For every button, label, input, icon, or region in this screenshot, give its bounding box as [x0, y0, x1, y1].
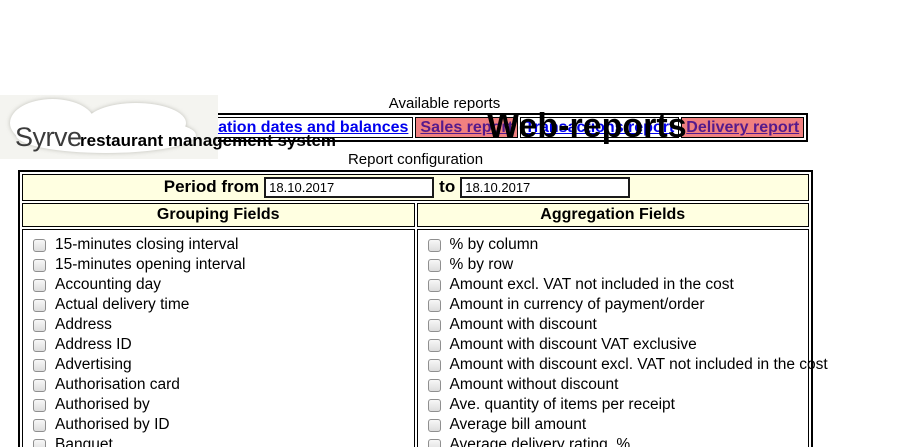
grouping-field-checkbox[interactable]	[33, 278, 46, 292]
aggregation-field-option[interactable]: Amount with discount VAT exclusive	[418, 335, 809, 355]
aggregation-field-label: % by row	[449, 256, 514, 274]
grouping-field-option[interactable]: Authorisation card	[23, 375, 414, 395]
grouping-field-option[interactable]: 15-minutes closing interval	[23, 235, 414, 255]
page-title: Web-reports	[487, 107, 687, 145]
aggregation-field-label: Amount with discount excl. VAT not inclu…	[449, 356, 828, 374]
period-from-label: Period from	[163, 177, 260, 196]
grouping-field-label: Actual delivery time	[55, 296, 190, 314]
grouping-field-checkbox[interactable]	[33, 318, 46, 332]
period-from-input[interactable]	[264, 177, 435, 199]
logo-cloud-lobe	[16, 117, 196, 153]
link-delivery-report[interactable]: Delivery report	[686, 119, 800, 136]
grouping-field-label: Advertising	[55, 356, 132, 374]
grouping-field-option[interactable]: 15-minutes opening interval	[23, 255, 414, 275]
grouping-field-label: Address	[55, 316, 112, 334]
grouping-field-checkbox[interactable]	[33, 438, 46, 447]
report-link-cell-delivery: Delivery report	[681, 117, 805, 138]
aggregation-field-checkbox[interactable]	[427, 358, 441, 372]
grouping-field-checkbox[interactable]	[33, 238, 46, 252]
grouping-field-option[interactable]: Authorised by ID	[23, 415, 414, 435]
grouping-field-option[interactable]: Actual delivery time	[23, 295, 414, 315]
syrve-logo: Syrve	[0, 95, 218, 159]
grouping-field-checkbox[interactable]	[33, 298, 46, 312]
aggregation-field-option[interactable]: % by column	[418, 235, 809, 255]
grouping-field-label: Address ID	[55, 336, 132, 354]
period-to-label: to	[439, 177, 456, 196]
aggregation-field-checkbox[interactable]	[427, 298, 441, 312]
aggregation-field-label: Average delivery rating, %	[449, 436, 631, 447]
link-sales-report[interactable]: Sales report	[420, 119, 513, 136]
aggregation-field-label: Ave. quantity of items per receipt	[449, 396, 675, 414]
aggregation-field-checkbox[interactable]	[427, 278, 441, 292]
aggregation-field-option[interactable]: Ave. quantity of items per receipt	[418, 395, 809, 415]
aggregation-field-option[interactable]: Amount in currency of payment/order	[418, 295, 809, 315]
grouping-field-checkbox[interactable]	[33, 378, 46, 392]
grouping-field-checkbox[interactable]	[33, 358, 46, 372]
aggregation-field-checkbox[interactable]	[427, 338, 441, 352]
period-cell: Period from to	[22, 174, 809, 202]
aggregation-field-label: Amount with discount VAT exclusive	[449, 336, 697, 354]
aggregation-field-checkbox[interactable]	[427, 438, 441, 447]
column-headers-row: Grouping Fields Aggregation Fields	[22, 203, 809, 228]
report-link-cell-sales: Sales report	[415, 117, 518, 138]
web-reports-page: Syrve restaurant management system Web-r…	[0, 95, 906, 447]
available-reports-label: Available reports	[388, 95, 501, 112]
logo-text: Syrve	[15, 122, 82, 152]
aggregation-field-checkbox[interactable]	[427, 398, 441, 412]
grouping-fields-list: 15-minutes closing interval 15-minutes o…	[22, 229, 415, 447]
aggregation-field-option[interactable]: Amount excl. VAT not included in the cos…	[418, 275, 809, 295]
aggregation-field-label: Amount without discount	[449, 376, 619, 394]
grouping-field-option[interactable]: Address ID	[23, 335, 414, 355]
grouping-field-checkbox[interactable]	[33, 258, 46, 272]
aggregation-field-checkbox[interactable]	[427, 378, 441, 392]
aggregation-field-option[interactable]: Amount with discount	[418, 315, 809, 335]
aggregation-field-option[interactable]: Average bill amount	[418, 415, 809, 435]
aggregation-field-checkbox[interactable]	[427, 238, 441, 252]
period-to-input[interactable]	[460, 177, 631, 199]
grouping-field-option[interactable]: Address	[23, 315, 414, 335]
aggregation-field-label: Amount excl. VAT not included in the cos…	[449, 276, 734, 294]
grouping-field-label: Accounting day	[55, 276, 161, 294]
grouping-field-checkbox[interactable]	[33, 338, 46, 352]
aggregation-field-label: % by column	[449, 236, 539, 254]
grouping-field-checkbox[interactable]	[33, 418, 46, 432]
link-transactions-report[interactable]: Transactions report	[524, 119, 675, 136]
aggregation-field-label: Average bill amount	[449, 416, 587, 434]
aggregation-field-option[interactable]: % by row	[418, 255, 809, 275]
fields-lists-row: 15-minutes closing interval 15-minutes o…	[22, 229, 828, 447]
period-row: Period from to	[22, 174, 809, 202]
aggregation-fields-header: Aggregation Fields	[416, 203, 809, 228]
grouping-field-label: Banquet	[55, 436, 113, 447]
aggregation-field-label: Amount in currency of payment/order	[449, 296, 705, 314]
grouping-field-label: 15-minutes opening interval	[55, 256, 246, 274]
grouping-field-option[interactable]: Authorised by	[23, 395, 414, 415]
logo-cloud-shape	[0, 95, 218, 159]
grouping-field-label: 15-minutes closing interval	[55, 236, 239, 254]
aggregation-field-option[interactable]: Average delivery rating, %	[418, 435, 809, 447]
aggregation-field-label: Amount with discount	[449, 316, 597, 334]
report-configuration-label: Report configuration	[347, 151, 484, 168]
report-configuration-table: Period from to Grouping Fields Aggregatio…	[18, 170, 828, 447]
logo-subtitle: restaurant management system	[80, 131, 337, 150]
aggregation-field-checkbox[interactable]	[427, 418, 441, 432]
grouping-field-option[interactable]: Advertising	[23, 355, 414, 375]
grouping-field-option[interactable]: Accounting day	[23, 275, 414, 295]
aggregation-fields-list: % by column % by row Amount excl. VAT no…	[416, 229, 828, 447]
grouping-field-label: Authorised by	[55, 396, 150, 414]
grouping-field-checkbox[interactable]	[33, 398, 46, 412]
grouping-field-label: Authorisation card	[55, 376, 180, 394]
report-link-cell-transactions: Transactions report	[519, 117, 680, 138]
grouping-field-label: Authorised by ID	[55, 416, 170, 434]
aggregation-field-option[interactable]: Amount with discount excl. VAT not inclu…	[418, 355, 828, 375]
grouping-fields-header: Grouping Fields	[22, 203, 415, 228]
aggregation-field-checkbox[interactable]	[427, 258, 441, 272]
aggregation-field-checkbox[interactable]	[427, 318, 441, 332]
aggregation-field-option[interactable]: Amount without discount	[418, 375, 809, 395]
grouping-field-option[interactable]: Banquet	[23, 435, 414, 447]
